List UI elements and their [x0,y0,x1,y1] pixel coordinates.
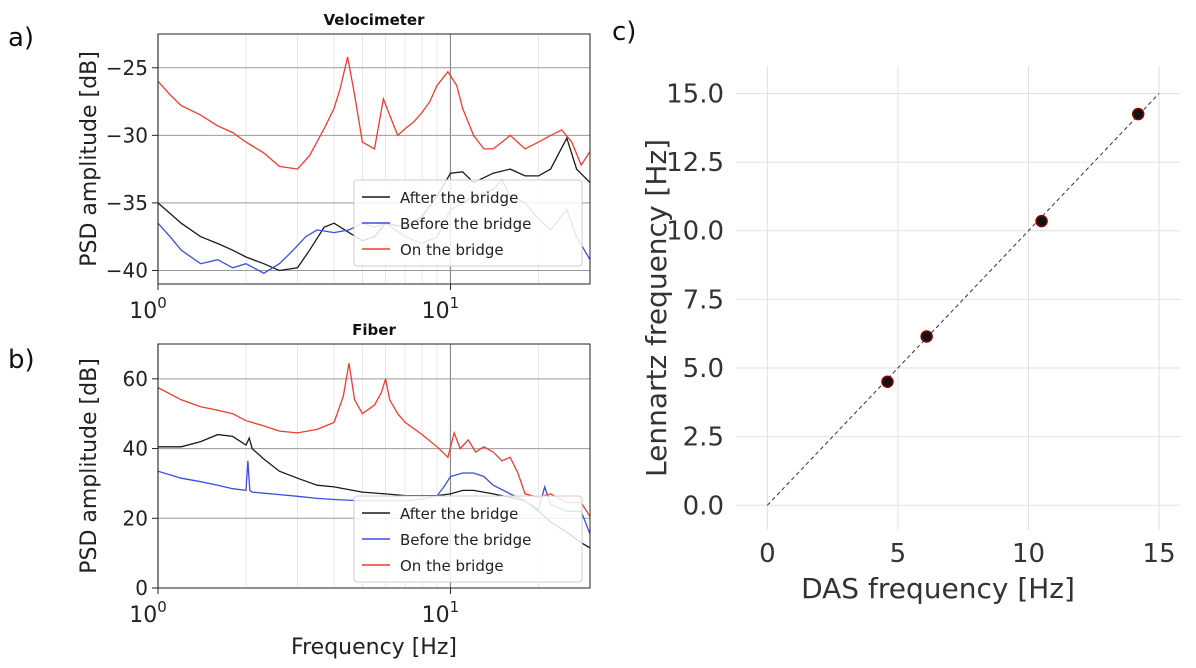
y-tick-label: 60 [123,367,148,391]
legend-label-2: Before the bridge [400,215,531,233]
data-point [920,330,933,343]
chart-title: Fiber [352,321,396,339]
y-tick-label: 0 [135,576,148,600]
legend-label-2: Before the bridge [400,531,531,549]
y-tick-label: 5.0 [683,354,724,384]
plot-frame [157,343,591,589]
y-tick-label: 2.5 [683,423,724,453]
x-tick-label: 10 [1012,539,1045,569]
x-tick-label: 101 [422,598,460,628]
x-tick-label: 15 [1143,539,1176,569]
data-point [1035,214,1048,228]
x-tick-label: 100 [129,294,167,324]
panel-label-c: c) [612,17,636,47]
x-tick-label: 101 [422,294,460,324]
y-tick-label: −25 [106,56,148,80]
y-tick-label: −35 [106,191,148,215]
x-tick-label: 100 [129,598,167,628]
y-tick-label: 7.5 [683,285,724,315]
legend-box [353,495,583,583]
y-tick-label: 0.0 [683,491,724,521]
data-point [881,375,894,388]
y-axis-label: PSD amplitude [dB] [77,358,102,574]
frequency-comparison-chart: 0.0 2.5 5.0 7.5 10.0 12.5 15.0 0 5 10 15 DAS freque… [640,66,1180,605]
legend-label-3: On the bridge [400,241,504,259]
y-tick-label: −40 [106,258,148,282]
x-axis-label: Frequency [Hz] [291,635,457,660]
panel-label-a: a) [8,23,34,53]
x-axis-label: DAS frequency [Hz] [801,572,1075,605]
y-axis-label: Lennartz frequency [Hz] [640,139,673,477]
y-tick-label: 12.5 [666,148,724,178]
legend-box [353,179,583,267]
panel-label-b: b) [8,345,35,375]
plot-frame [157,33,591,285]
y-tick-label: 10.0 [666,217,724,247]
y-tick-label: 15.0 [666,79,724,109]
velocimeter-chart: −25 −30 −35 −40 100 101 Velocimeter PSD amplitu… [77,11,591,324]
series-line-3 [158,363,590,517]
series-line-3 [158,56,590,170]
y-axis-label: PSD amplitude [dB] [77,51,102,267]
x-tick-label: 0 [759,539,776,569]
identity-reference-line [766,93,1160,506]
fiber-chart: 0 20 40 60 100 101 Fiber PSD amplitude [dB] Freq… [77,321,591,660]
legend-label-1: After the bridge [400,505,518,523]
data-point [1131,107,1145,121]
chart-title: Velocimeter [324,11,426,29]
x-tick-label: 5 [890,539,907,569]
y-tick-label: −30 [106,123,148,147]
y-tick-label: 40 [123,437,148,461]
legend-label-1: After the bridge [400,189,518,207]
y-tick-label: 20 [123,506,148,530]
legend-label-3: On the bridge [400,557,504,575]
